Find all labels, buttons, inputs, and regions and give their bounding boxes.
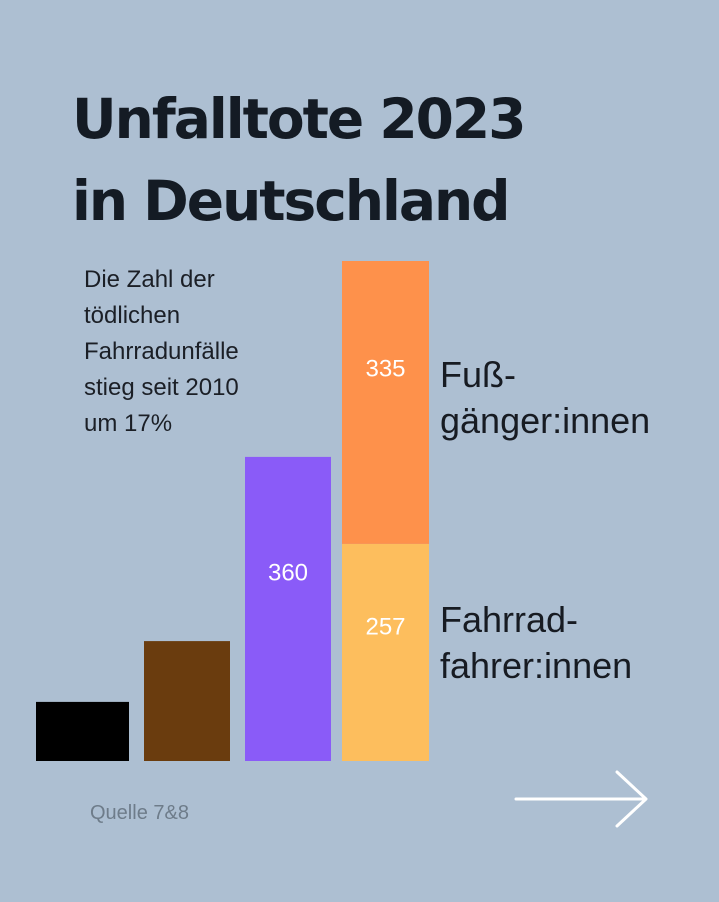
legend-label-pedestrians-line-2: gänger:innen	[440, 400, 651, 441]
legend-label-cyclists-line-1: Fahrrad-	[440, 599, 579, 640]
bar-1-segment-0	[144, 641, 230, 761]
bar-value-label-3-1: 335	[365, 356, 405, 383]
page-title: Unfalltote 2023 in Deutschland	[72, 78, 526, 242]
legend-label-cyclists-line-2: fahrer:innen	[440, 645, 633, 686]
note-line-2: tödlichen	[84, 302, 181, 329]
title-line-2: in Deutschland	[72, 169, 511, 233]
arrow-right-icon[interactable]	[513, 770, 653, 830]
legend-label-cyclists: Fahrrad- fahrer:innen	[440, 597, 632, 689]
bar-value-label-3-0: 257	[365, 613, 405, 640]
bar-3-segment-0	[342, 543, 429, 761]
note-line-3: Fahrradunfälle	[84, 338, 239, 365]
bar-0-segment-0	[36, 701, 129, 761]
bar-value-label-2-0: 360	[268, 560, 308, 587]
bar-3-segment-1	[342, 261, 429, 544]
note-line-5: um 17%	[84, 410, 173, 437]
title-line-1: Unfalltote 2023	[72, 87, 526, 151]
annotation-note: Die Zahl der tödlichen Fahrradunfälle st…	[84, 262, 304, 442]
note-line-4: stieg seit 2010	[84, 374, 239, 401]
legend-label-pedestrians: Fuß- gänger:innen	[440, 352, 650, 444]
source-note: Quelle 7&8	[90, 802, 189, 824]
legend-label-pedestrians-line-1: Fuß-	[440, 354, 516, 395]
note-line-1: Die Zahl der	[84, 266, 215, 293]
bar-2-segment-0	[245, 456, 331, 761]
